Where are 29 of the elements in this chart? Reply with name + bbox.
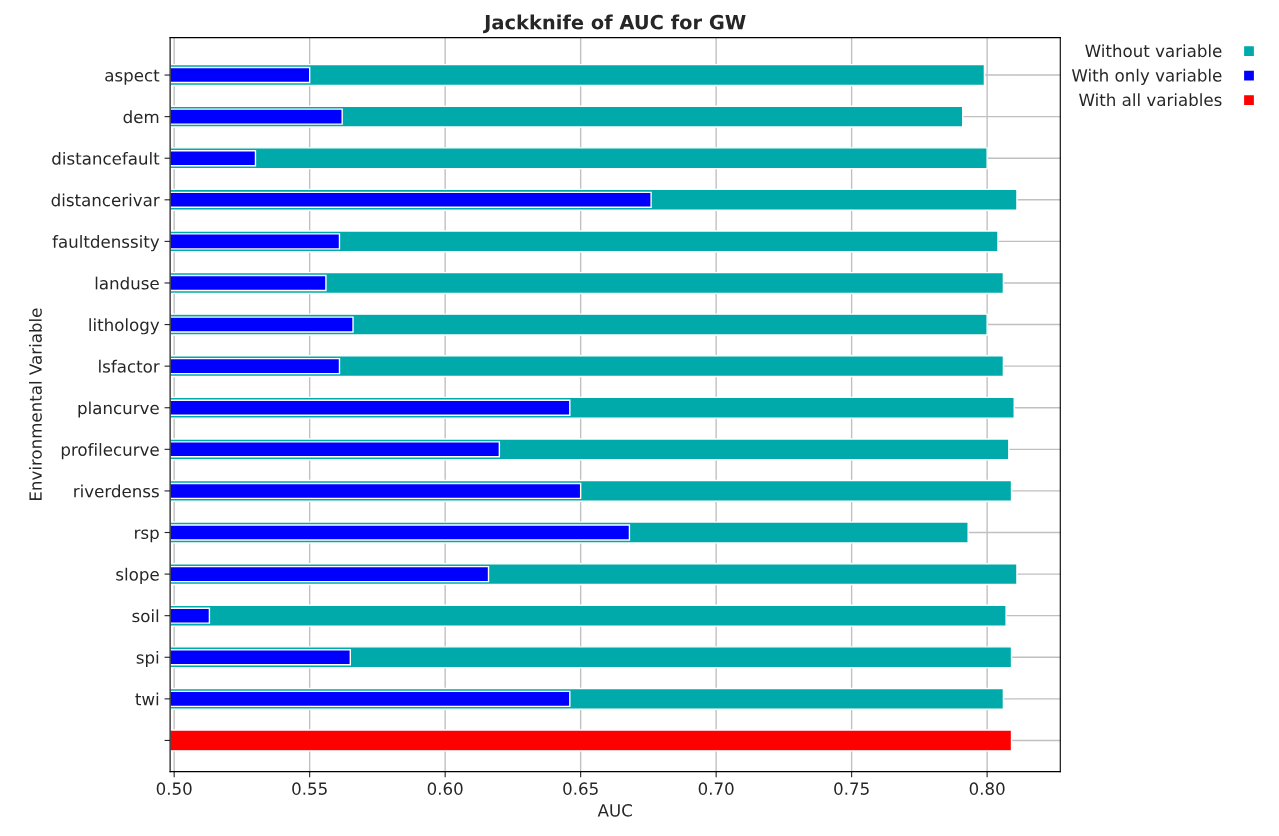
y-tick-label: spi	[136, 650, 159, 668]
x-tick-label: 0.75	[834, 782, 869, 795]
y-tick-label: slope	[116, 567, 159, 584]
y-tick-label: aspect	[105, 69, 160, 85]
x-tick-label: 0.60	[427, 782, 463, 795]
y-tick-label: distancefault	[52, 151, 160, 165]
x-axis-title: AUC	[597, 804, 632, 817]
y-tick-label: riverdenss	[74, 484, 159, 498]
x-tick-label: 0.80	[969, 782, 1005, 795]
y-tick-label: profilecurve	[61, 443, 159, 460]
y-tick-label: twi	[135, 692, 159, 706]
x-tick-label: 0.65	[563, 782, 598, 795]
y-tick-label: dem	[123, 110, 159, 124]
x-tick-label: 0.55	[292, 782, 327, 795]
x-tick-label: 0.50	[156, 782, 192, 795]
y-tick-label: lsfactor	[99, 359, 160, 373]
y-tick-label: distancerivar	[51, 193, 160, 207]
y-tick-label: rsp	[135, 529, 159, 543]
legend-label: With all variables	[1079, 93, 1222, 107]
y-tick-label: plancurve	[78, 401, 159, 418]
y-tick-label: faultdenssity	[52, 235, 160, 252]
y-tick-label: soil	[132, 609, 159, 623]
y-tick-label: lithology	[89, 318, 160, 335]
y-tick-label: landuse	[95, 276, 159, 290]
y-axis-title: Environmental Variable	[28, 308, 42, 501]
x-tick-label: 0.70	[698, 782, 734, 795]
legend-label: With only variable	[1071, 68, 1222, 85]
chart-title: Jackknife of AUC for GW	[483, 14, 746, 34]
legend-label: Without variable	[1085, 44, 1222, 58]
